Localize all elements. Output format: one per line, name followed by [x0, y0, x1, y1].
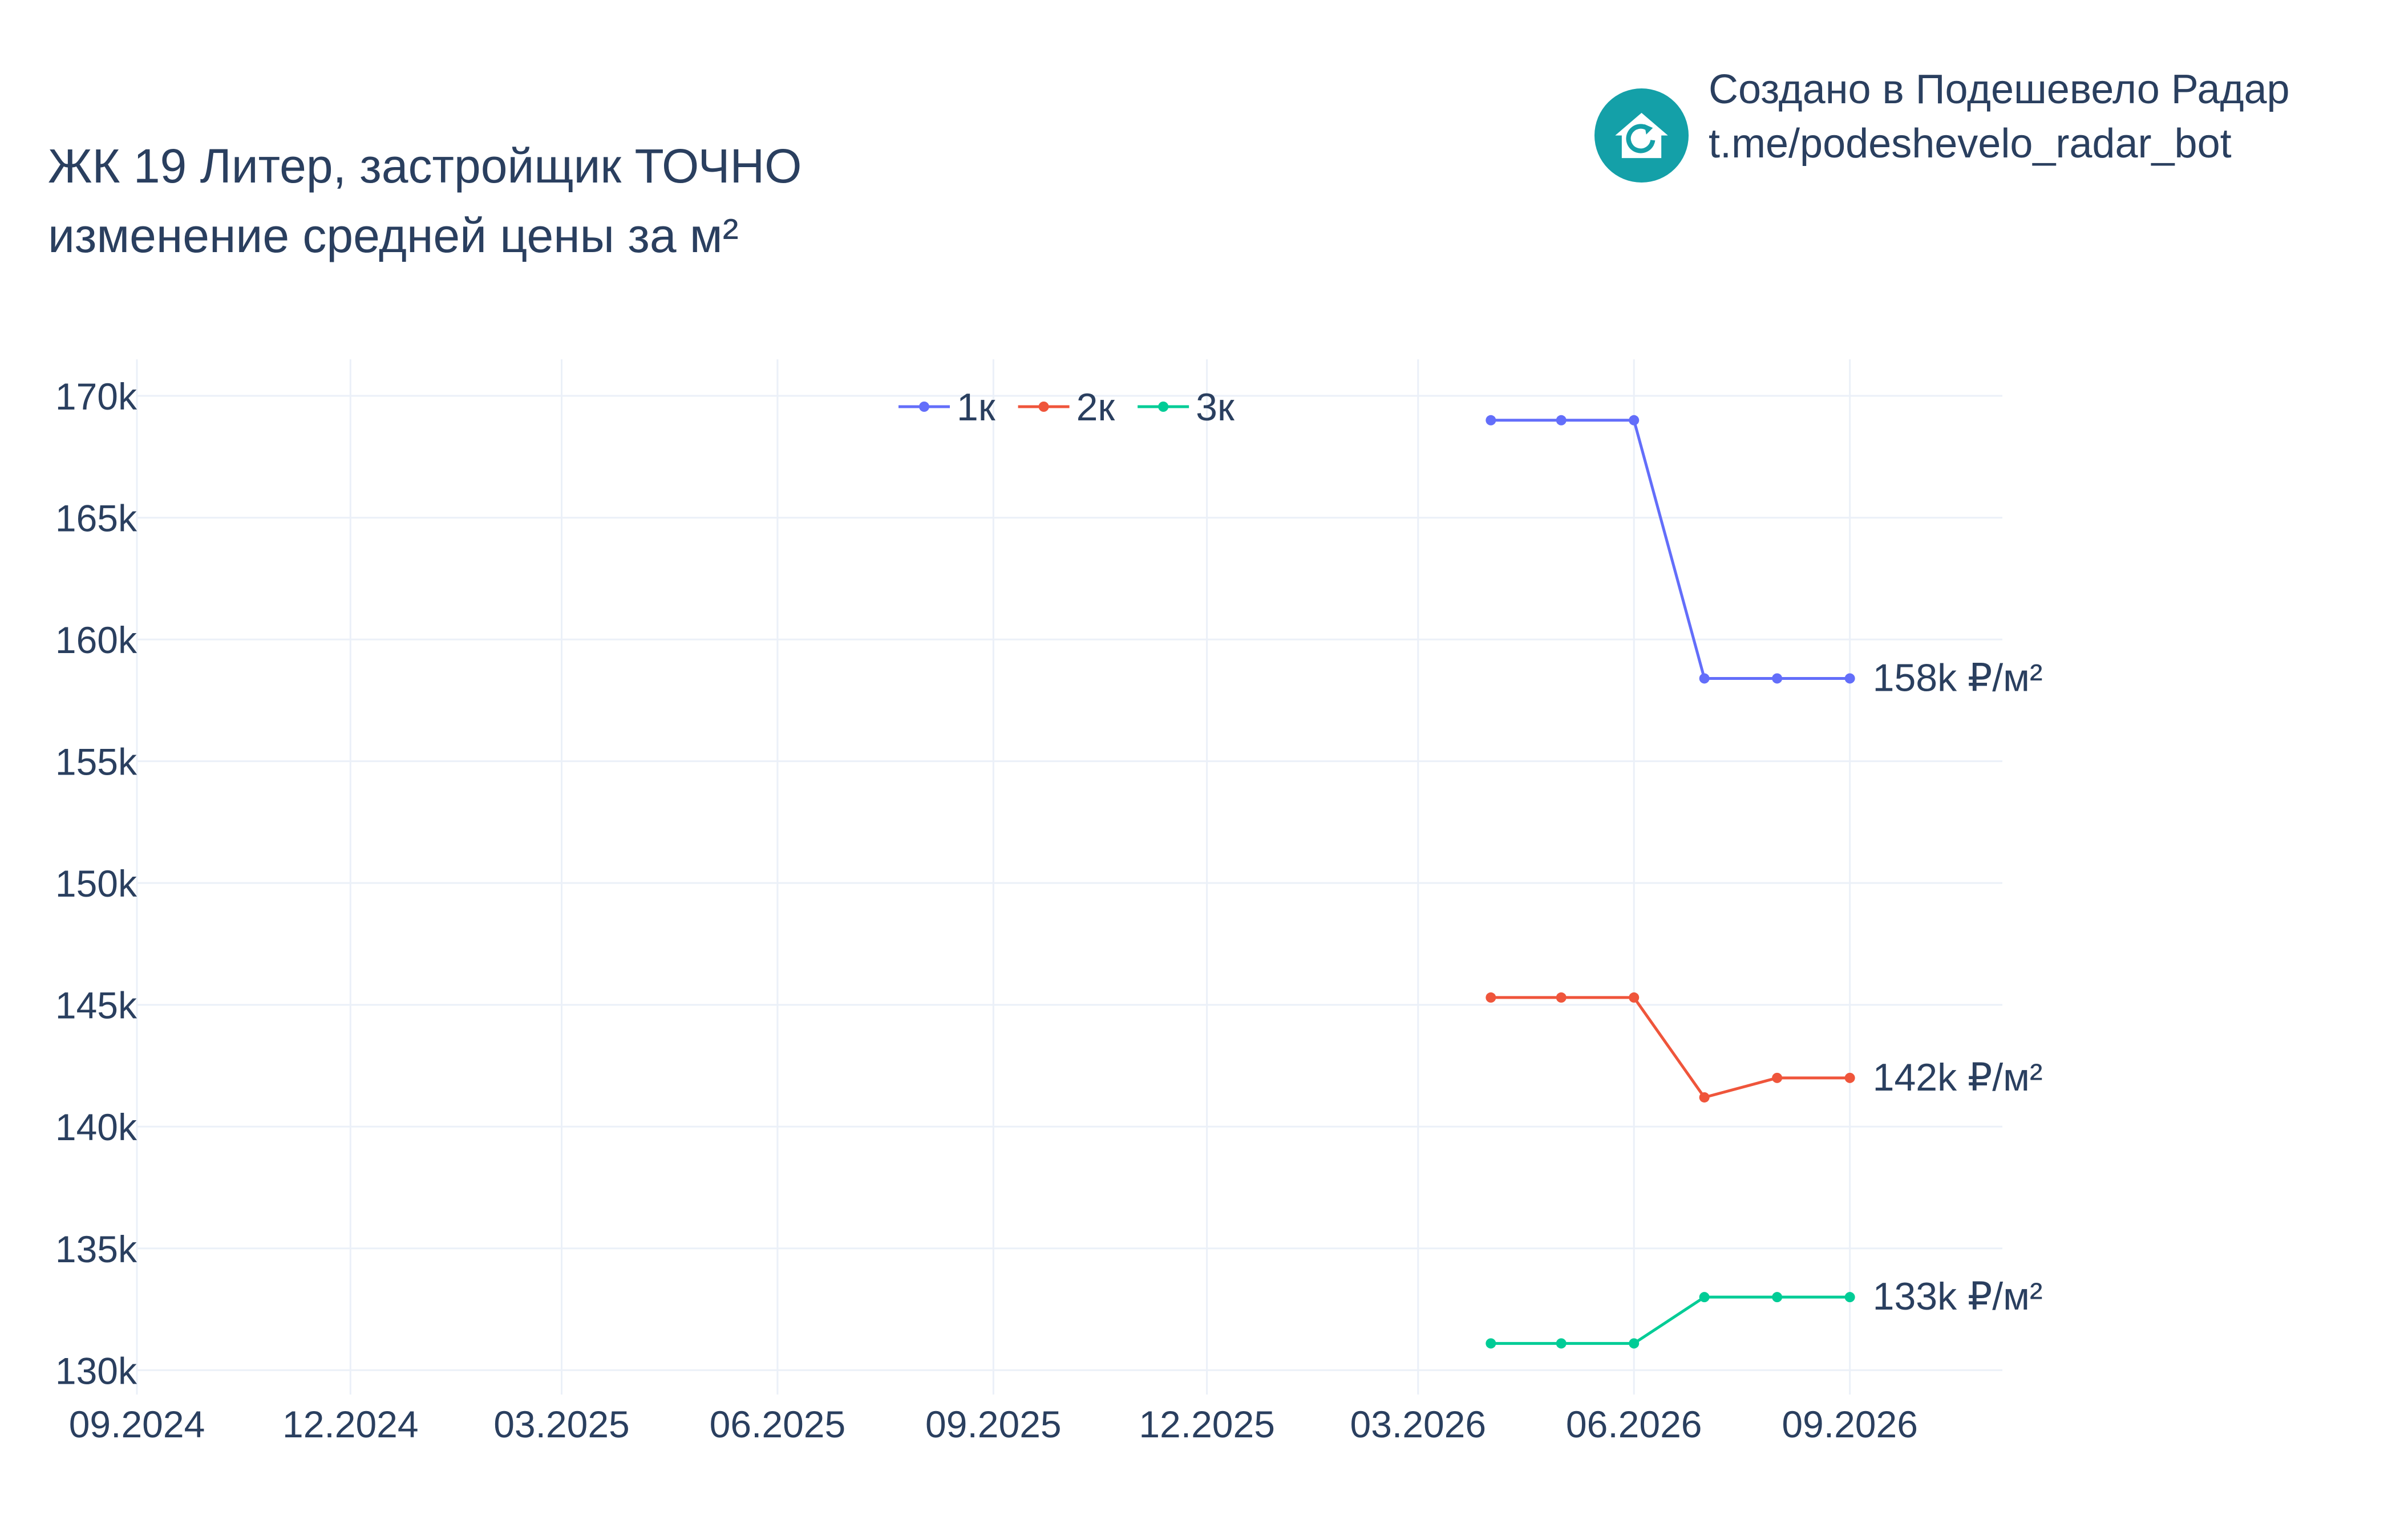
- end-value-label: 142k ₽/м²: [1873, 1056, 2043, 1099]
- x-tick-label: 06.2026: [1566, 1403, 1702, 1445]
- data-point[interactable]: [1486, 992, 1496, 1003]
- x-tick-label: 12.2024: [282, 1403, 419, 1445]
- legend: 1к 2к 3к: [898, 386, 1235, 429]
- legend-item[interactable]: 1к: [898, 386, 996, 429]
- legend-item[interactable]: 2к: [1018, 386, 1116, 429]
- legend-label: 1к: [957, 386, 996, 429]
- data-point[interactable]: [1772, 673, 1783, 684]
- y-tick-label: 170k: [55, 375, 137, 418]
- legend-marker: [1158, 402, 1169, 412]
- series-group: 158k ₽/м² 142k ₽/м² 133k ₽/м²: [1486, 415, 2043, 1349]
- x-tick-label: 12.2025: [1139, 1403, 1275, 1445]
- legend-label: 3к: [1196, 386, 1235, 429]
- data-point[interactable]: [1556, 1338, 1567, 1349]
- y-axis-tick-labels: 130k 135k 140k 145k 150k 155k 160k 165k 170k: [55, 375, 137, 1392]
- data-point[interactable]: [1772, 1292, 1783, 1303]
- grid-lines: [136, 359, 2002, 1395]
- series-line: [1491, 996, 1850, 1099]
- data-point[interactable]: [1844, 1072, 1855, 1083]
- house-refresh-icon: [1594, 88, 1689, 183]
- data-point[interactable]: [1629, 992, 1640, 1003]
- data-point[interactable]: [1556, 415, 1567, 425]
- data-point[interactable]: [1486, 1338, 1496, 1349]
- data-point[interactable]: [1844, 673, 1855, 684]
- x-tick-label: 06.2025: [710, 1403, 846, 1445]
- y-tick-label: 145k: [55, 984, 137, 1027]
- series-1: 158k ₽/м²: [1486, 415, 2043, 699]
- data-point[interactable]: [1844, 1292, 1855, 1303]
- y-tick-label: 135k: [55, 1228, 137, 1270]
- data-point[interactable]: [1556, 992, 1567, 1003]
- data-point[interactable]: [1699, 673, 1710, 684]
- y-tick-label: 150k: [55, 862, 137, 905]
- end-value-label: 133k ₽/м²: [1873, 1275, 2043, 1318]
- x-axis-tick-labels: 09.2024 12.2024 03.2025 06.2025 09.2025 12.20…: [69, 1403, 1918, 1445]
- chart-title: ЖК 19 Литер, застройщик ТОЧНО изменение …: [48, 131, 802, 270]
- legend-label: 2к: [1076, 386, 1116, 429]
- end-value-label: 158k ₽/м²: [1873, 656, 2043, 699]
- y-tick-label: 160k: [55, 619, 137, 661]
- y-tick-label: 140k: [55, 1106, 137, 1148]
- series-3: 133k ₽/м²: [1486, 1275, 2043, 1349]
- chart-title-line-2: изменение средней цены за м²: [48, 209, 739, 262]
- y-tick-label: 130k: [55, 1349, 137, 1392]
- data-point[interactable]: [1629, 415, 1640, 425]
- legend-marker: [1038, 402, 1049, 412]
- series-line: [1491, 1295, 1850, 1345]
- x-tick-label: 03.2025: [493, 1403, 630, 1445]
- data-point[interactable]: [1486, 415, 1496, 425]
- x-tick-label: 03.2026: [1350, 1403, 1487, 1445]
- data-point[interactable]: [1699, 1092, 1710, 1103]
- data-point[interactable]: [1699, 1292, 1710, 1303]
- data-point[interactable]: [1772, 1072, 1783, 1083]
- data-point[interactable]: [1629, 1338, 1640, 1349]
- credit-line-2[interactable]: t.me/podeshevelo_radar_bot: [1709, 121, 2232, 167]
- y-tick-label: 155k: [55, 741, 137, 783]
- y-tick-label: 165k: [55, 497, 137, 540]
- credit-line-1: Создано в Подешевело Радар: [1709, 67, 2290, 112]
- x-tick-label: 09.2026: [1782, 1403, 1918, 1445]
- x-tick-label: 09.2025: [925, 1403, 1062, 1445]
- legend-marker: [919, 402, 929, 412]
- series-line: [1491, 419, 1850, 680]
- chart-title-line-1: ЖК 19 Литер, застройщик ТОЧНО: [48, 139, 802, 193]
- legend-item[interactable]: 3к: [1138, 386, 1235, 429]
- series-2: 142k ₽/м²: [1486, 992, 2043, 1103]
- x-tick-label: 09.2024: [69, 1403, 205, 1445]
